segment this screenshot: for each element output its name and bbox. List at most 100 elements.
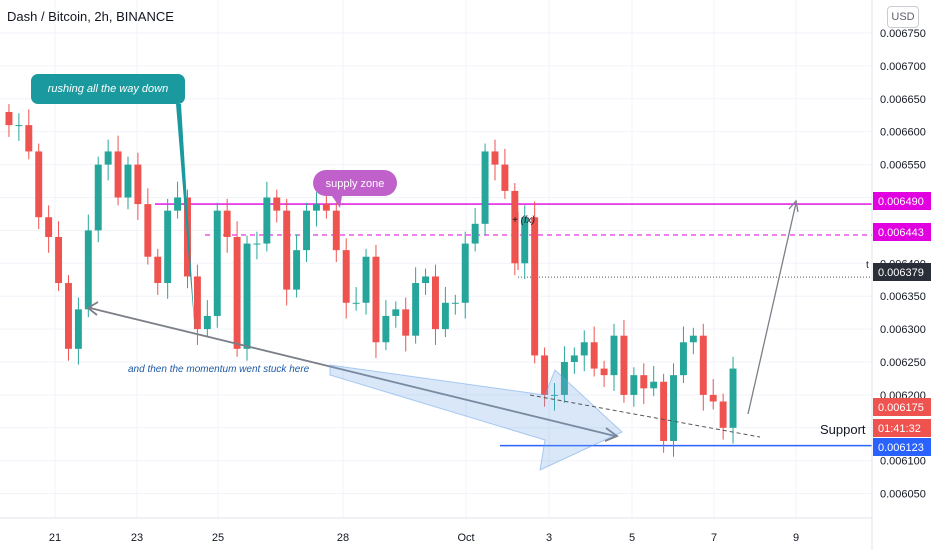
price-label-text: 0.006443 [878, 227, 924, 239]
x-tick-label: 21 [49, 532, 61, 544]
y-tick-label: 0.006050 [880, 489, 926, 501]
rushing-callout[interactable]: rushing all the way down [31, 74, 195, 333]
x-tick-label: 28 [337, 532, 349, 544]
price-label-bg [873, 223, 931, 241]
candle-body [650, 381, 658, 389]
candle-body [551, 394, 558, 396]
candle-body [570, 355, 578, 362]
supply-zone-bubble [313, 170, 397, 208]
candle-body [729, 368, 737, 428]
candle-body [531, 217, 539, 356]
candle-body [511, 190, 519, 264]
candle-body [203, 315, 211, 330]
candle-body [679, 342, 687, 376]
candle-body [253, 243, 261, 245]
candle-body [193, 276, 201, 330]
candle-body [223, 210, 231, 237]
candle-body [670, 375, 677, 441]
candle-body [124, 164, 132, 198]
candle-body [541, 355, 549, 395]
candle-body [74, 309, 82, 349]
support-label[interactable]: Support [820, 422, 866, 437]
candle-body [362, 256, 370, 303]
candle-body [35, 151, 43, 218]
y-tick-label: 0.006600 [880, 127, 926, 139]
candle-body [273, 197, 281, 211]
price-label-bg [873, 263, 931, 281]
candle-body [432, 276, 439, 330]
fx-label[interactable]: + (fx) [512, 215, 535, 226]
candle-body [154, 256, 162, 284]
trend-arrow-line [89, 307, 616, 437]
symbol-title[interactable]: Dash / Bitcoin, 2h, BINANCE [7, 9, 174, 24]
momentum-note[interactable]: and then the momentum went stuck here [128, 364, 310, 375]
candle-body [412, 283, 420, 336]
trend-arrow-head-left [86, 301, 99, 316]
candle-body [590, 342, 598, 369]
y-tick-label: 0.006350 [880, 291, 926, 303]
momentum-big-arrow [329, 364, 623, 471]
candle-body [382, 315, 390, 343]
candlestick-series [5, 104, 737, 457]
candle-body [372, 256, 380, 343]
price-label-text: 01:41:32 [878, 423, 921, 435]
candle-body [312, 204, 320, 211]
currency-selector[interactable]: USD [887, 6, 919, 28]
price-label-text: 0.006123 [878, 442, 924, 454]
supply-zone-callout[interactable]: supply zone [313, 170, 397, 208]
candle-body [422, 276, 430, 284]
candle-body [5, 111, 13, 126]
candle-body [461, 243, 469, 303]
candle-body [342, 250, 350, 303]
supply-zone-text: supply zone [326, 178, 385, 190]
candle-body [352, 302, 360, 304]
candle-body [144, 204, 152, 257]
x-tick-label: Oct [457, 532, 474, 544]
target-arrow-line [747, 202, 797, 415]
y-tick-label: 0.006700 [880, 61, 926, 73]
x-tick-label: 7 [711, 532, 717, 544]
candle-body [332, 210, 340, 251]
candle-body [660, 381, 668, 441]
candle-body [699, 335, 707, 395]
y-tick-label: 0.006750 [880, 28, 926, 40]
rushing-callout-bubble [31, 74, 195, 333]
candle-body [719, 401, 727, 428]
candle-body [521, 217, 529, 264]
time-axis: 21 23 25 28 Oct 3 5 7 9 [49, 532, 799, 544]
candle-body [491, 151, 499, 165]
candle-body [164, 210, 172, 284]
candle-body [233, 236, 241, 349]
y-tick-label: 0.006550 [880, 160, 926, 172]
projection-dashed-line [529, 394, 761, 438]
x-tick-label: 9 [793, 532, 799, 544]
candle-body [134, 164, 142, 205]
candle-body [709, 394, 717, 402]
price-label-text: 0.006175 [878, 402, 924, 414]
candle-body [402, 309, 410, 336]
candle-body [322, 204, 330, 211]
candle-body [610, 335, 618, 376]
target-arrow-head [788, 199, 799, 213]
candle-body [620, 335, 628, 395]
t-marker: t [866, 260, 869, 271]
candle-body [213, 210, 221, 316]
candle-body [55, 236, 63, 284]
candle-body [600, 368, 608, 376]
price-label-text: 0.006490 [878, 196, 924, 208]
x-tick-label: 25 [212, 532, 224, 544]
candle-body [263, 197, 271, 244]
candle-body [243, 243, 251, 349]
candle-body [25, 125, 33, 152]
trend-drawings [86, 199, 799, 471]
y-tick-label: 0.006300 [880, 324, 926, 336]
candle-body [15, 125, 23, 127]
candle-body [580, 342, 588, 356]
candle-body [65, 283, 72, 349]
price-label-bg [873, 419, 931, 437]
candle-body [303, 210, 310, 251]
candle-body [293, 250, 301, 290]
price-label-text: 0.006379 [878, 267, 924, 279]
